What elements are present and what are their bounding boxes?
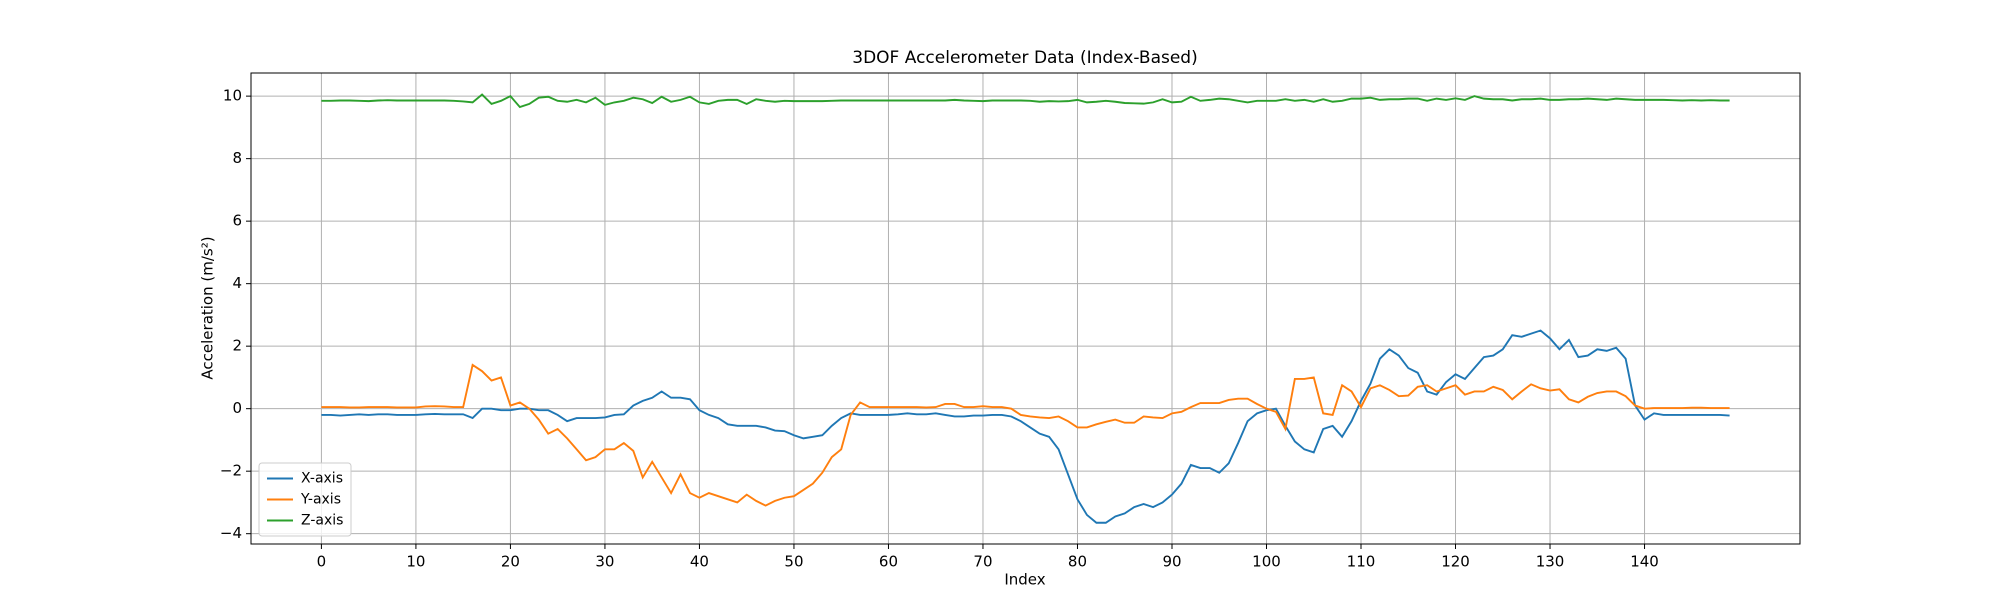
x-tick-label: 80 bbox=[1068, 553, 1087, 571]
y-tick-label: 0 bbox=[232, 399, 242, 417]
x-axis-label: Index bbox=[1004, 571, 1045, 589]
chart-title: 3DOF Accelerometer Data (Index-Based) bbox=[852, 48, 1197, 68]
x-tick-label: 70 bbox=[973, 553, 992, 571]
x-tick-label: 60 bbox=[879, 553, 898, 571]
x-tick-label: 20 bbox=[501, 553, 520, 571]
legend-label: X-axis bbox=[301, 471, 343, 487]
x-tick-label: 90 bbox=[1162, 553, 1181, 571]
y-tick-label: −4 bbox=[220, 524, 242, 542]
legend-label: Y-axis bbox=[300, 492, 341, 508]
x-tick-label: 140 bbox=[1630, 553, 1659, 571]
data-line bbox=[321, 93, 1730, 109]
y-axis-label: Acceleration (m/s²) bbox=[199, 236, 217, 379]
legend-box bbox=[258, 462, 352, 537]
x-tick-label: 30 bbox=[595, 553, 614, 571]
x-tick-label: 10 bbox=[406, 553, 425, 571]
y-tick-label: 2 bbox=[232, 337, 242, 355]
x-tick-label: 0 bbox=[317, 553, 327, 571]
x-tick-label: 40 bbox=[690, 553, 709, 571]
x-tick-label: 110 bbox=[1347, 553, 1376, 571]
y-tick-label: 10 bbox=[223, 87, 242, 105]
x-tick-label: 120 bbox=[1441, 553, 1470, 571]
data-line bbox=[321, 363, 1730, 507]
y-tick-label: 8 bbox=[232, 149, 242, 167]
plot-frame bbox=[250, 72, 1801, 545]
x-tick-label: 50 bbox=[784, 553, 803, 571]
y-tick-label: 4 bbox=[232, 274, 242, 292]
legend-label: Z-axis bbox=[301, 513, 343, 529]
legend: X-axis Y-axis Z-axis bbox=[258, 462, 352, 537]
y-tick-label: −2 bbox=[220, 462, 242, 480]
x-tick-label: 130 bbox=[1536, 553, 1565, 571]
x-tick-label: 100 bbox=[1252, 553, 1281, 571]
y-tick-label: 6 bbox=[232, 212, 242, 230]
data-line bbox=[321, 329, 1730, 524]
